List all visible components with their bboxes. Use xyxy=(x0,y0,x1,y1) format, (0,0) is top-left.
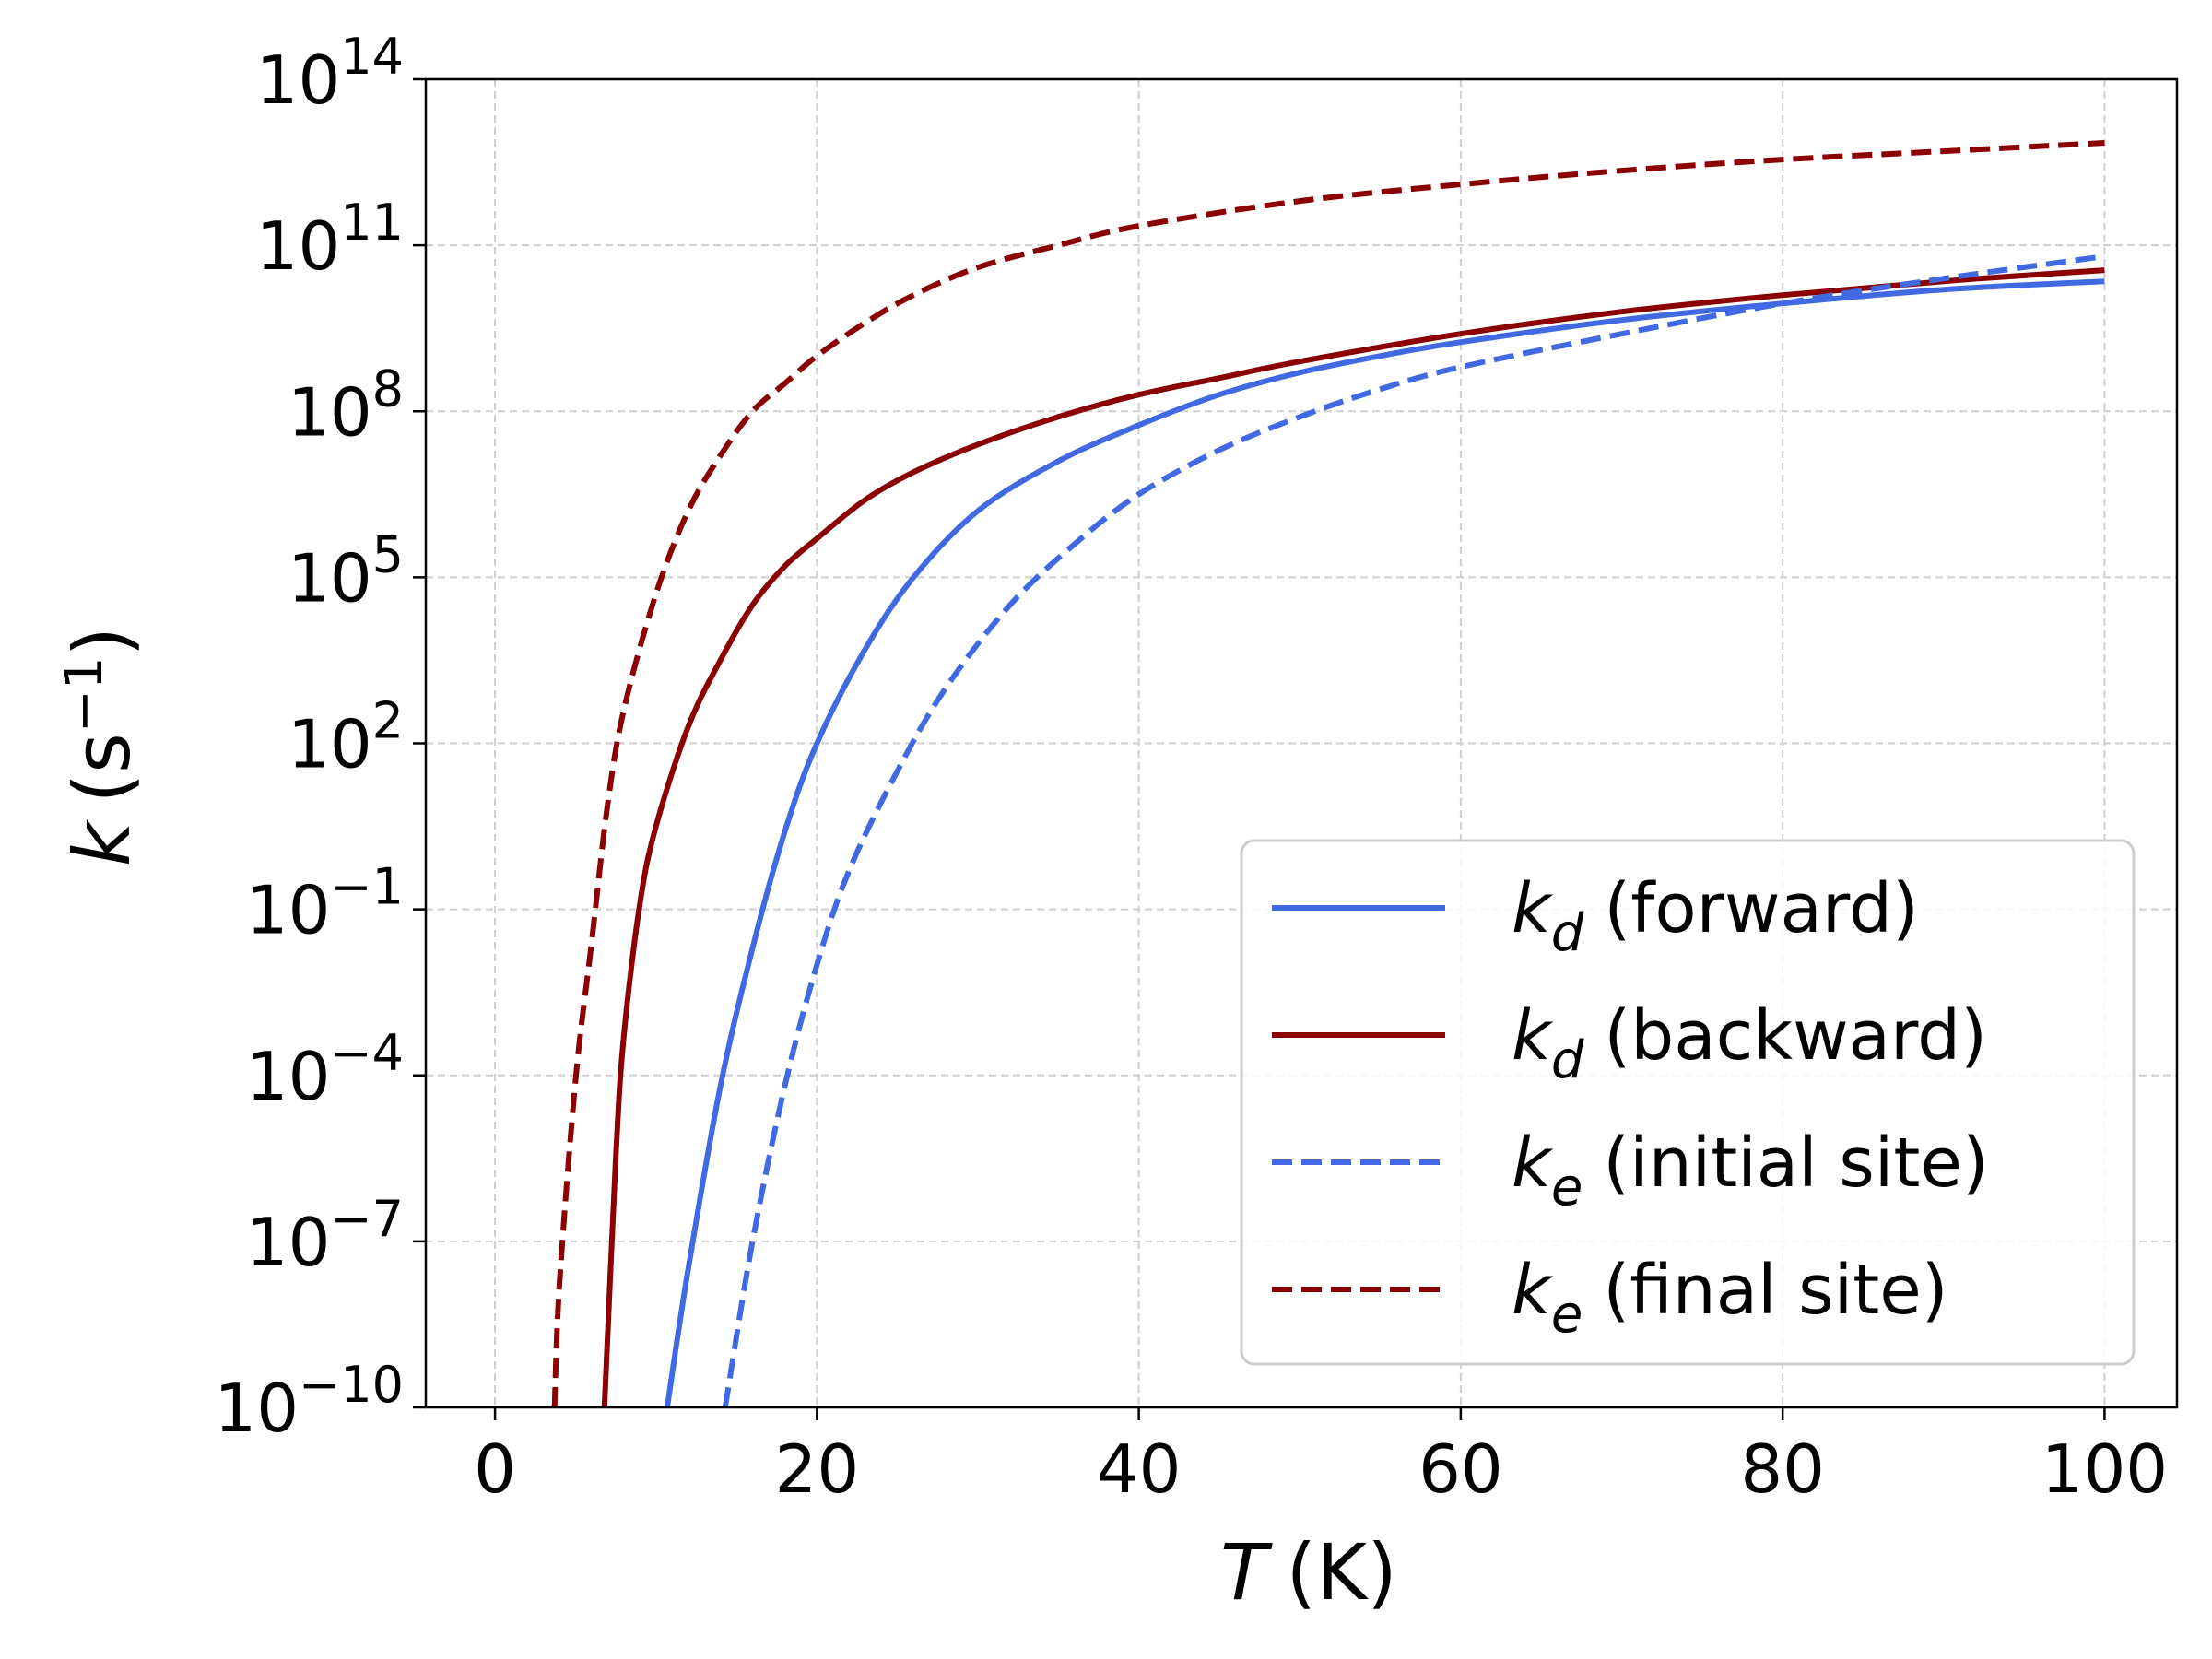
x-tick-label: 100 xyxy=(2041,1430,2168,1508)
legend-box xyxy=(1240,839,2136,1366)
y-tick-base: 10 xyxy=(288,373,372,451)
y-tick-label: 10−10 xyxy=(214,1356,404,1447)
legend-label-1: kd (forward) xyxy=(1512,869,1919,963)
x-tick-label: 80 xyxy=(1740,1430,1825,1508)
y-tick-exponent: −7 xyxy=(330,1190,404,1248)
y-tick-base: 10 xyxy=(246,872,331,949)
y-tick-label: 108 xyxy=(288,359,404,451)
legend-symbol: k xyxy=(1512,869,1554,948)
legend-symbol: k xyxy=(1512,996,1554,1076)
y-axis-label: k (s−1) xyxy=(54,627,147,867)
y-tick-base: 10 xyxy=(214,1370,299,1447)
y-tick-base: 10 xyxy=(246,1204,331,1281)
x-axis-label: T (K) xyxy=(1220,1527,1397,1618)
x-axis-unit: (K) xyxy=(1286,1527,1397,1618)
y-tick-exponent: −10 xyxy=(299,1356,404,1414)
y-tick-exponent: 5 xyxy=(372,525,404,583)
x-axis-ticks: 0 20 40 60 80 100 xyxy=(474,1407,2168,1508)
y-tick-exponent: −1 xyxy=(330,858,404,916)
legend-subscript: d xyxy=(1551,903,1584,963)
series-lines xyxy=(551,140,2105,1408)
y-tick-label: 1011 xyxy=(256,194,404,285)
y-tick-label: 1014 xyxy=(256,28,404,119)
legend-text: (forward) xyxy=(1604,869,1918,948)
y-tick-exponent: −4 xyxy=(330,1024,404,1082)
y-tick-label: 10−1 xyxy=(246,858,404,949)
y-tick-label: 10−7 xyxy=(246,1190,404,1281)
legend-label-3: ke (initial site) xyxy=(1512,1124,1989,1218)
x-tick-label: 20 xyxy=(775,1430,860,1508)
series-line-2 xyxy=(601,267,2105,1408)
x-tick-label: 60 xyxy=(1418,1430,1503,1508)
y-tick-base: 10 xyxy=(256,207,341,285)
legend-label-2: kd (backward) xyxy=(1512,996,1987,1090)
x-tick-label: 0 xyxy=(474,1430,516,1508)
series-line-3 xyxy=(722,253,2105,1408)
y-tick-exponent: 8 xyxy=(372,359,404,418)
y-tick-exponent: 14 xyxy=(340,28,404,86)
y-tick-exponent: 11 xyxy=(340,194,404,252)
legend-text: (final site) xyxy=(1603,1251,1947,1330)
legend-symbol: k xyxy=(1512,1251,1554,1330)
y-tick-exponent: 2 xyxy=(372,692,404,750)
legend-symbol: k xyxy=(1512,1124,1554,1203)
legend-text: (backward) xyxy=(1604,996,1987,1076)
legend-subscript: e xyxy=(1551,1158,1583,1218)
x-tick-label: 40 xyxy=(1097,1430,1182,1508)
y-tick-base: 10 xyxy=(256,41,341,119)
y-axis-unit-exp: −1 xyxy=(54,657,114,734)
y-tick-label: 10−4 xyxy=(246,1024,404,1115)
legend-label-4: ke (final site) xyxy=(1512,1251,1948,1345)
y-tick-base: 10 xyxy=(246,1038,331,1115)
y-axis-symbol: k xyxy=(57,818,147,866)
y-axis-unit-base: (s xyxy=(57,733,147,804)
legend-subscript: e xyxy=(1551,1285,1583,1345)
x-axis-symbol: T xyxy=(1220,1527,1273,1618)
y-tick-label: 102 xyxy=(288,692,404,783)
legend-subscript: d xyxy=(1551,1030,1584,1090)
y-tick-label: 105 xyxy=(288,525,404,617)
y-axis-unit-close: ) xyxy=(57,627,147,657)
legend-text: (initial site) xyxy=(1603,1124,1988,1203)
series-line-4 xyxy=(551,140,2105,1408)
y-tick-base: 10 xyxy=(288,706,372,783)
series-line-1 xyxy=(664,278,2105,1408)
y-tick-base: 10 xyxy=(288,539,372,617)
legend: kd (forward)kd (backward)ke (initial site)k… xyxy=(1240,839,2136,1366)
